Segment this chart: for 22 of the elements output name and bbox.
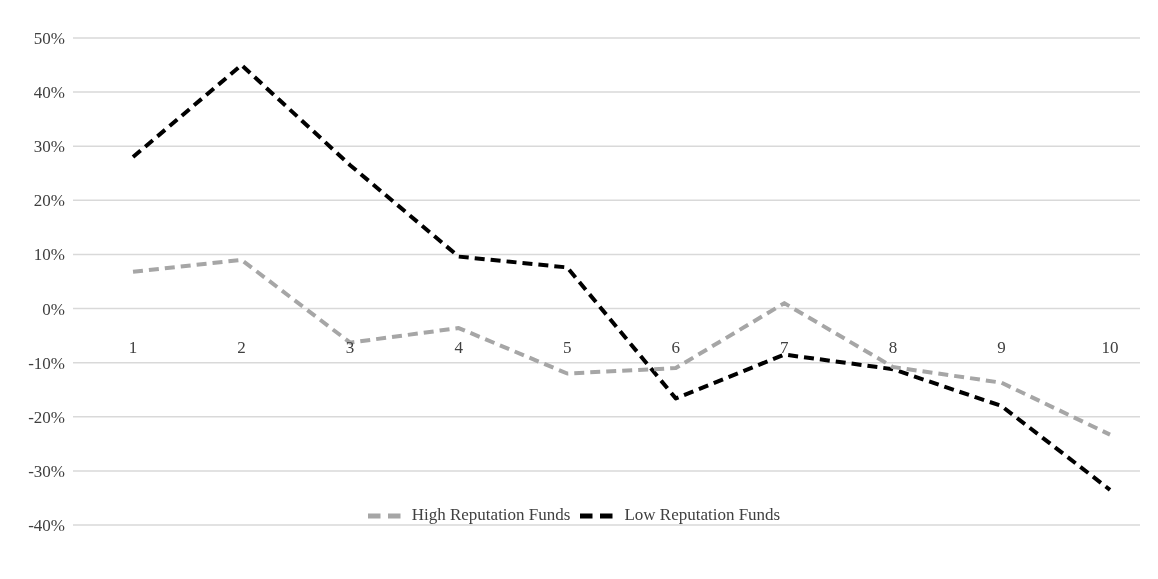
x-tick-label: 9 xyxy=(997,338,1006,358)
x-tick-label: 10 xyxy=(1101,338,1119,358)
x-tick-label: 7 xyxy=(780,338,790,358)
legend-label: High Reputation Funds xyxy=(411,504,571,524)
y-tick-label: -10% xyxy=(28,353,65,373)
y-tick-label: -20% xyxy=(28,407,65,427)
y-tick-label: 20% xyxy=(33,191,65,211)
y-tick-label: -30% xyxy=(28,461,65,481)
y-tick-label: -40% xyxy=(28,516,65,536)
y-tick-label: 0% xyxy=(42,299,65,319)
y-tick-label: 40% xyxy=(33,83,65,103)
legend-label: Low Reputation Funds xyxy=(624,504,781,524)
y-tick-label: 30% xyxy=(33,137,65,157)
x-tick-label: 8 xyxy=(888,338,898,358)
x-tick-label: 2 xyxy=(237,338,246,358)
y-tick-label: 50% xyxy=(33,29,65,49)
x-tick-label: 6 xyxy=(671,338,681,358)
x-tick-label: 4 xyxy=(454,338,464,358)
x-tick-label: 1 xyxy=(128,338,138,358)
y-tick-label: 10% xyxy=(33,245,65,265)
x-tick-label: 3 xyxy=(345,338,355,358)
x-tick-label: 5 xyxy=(562,338,572,358)
